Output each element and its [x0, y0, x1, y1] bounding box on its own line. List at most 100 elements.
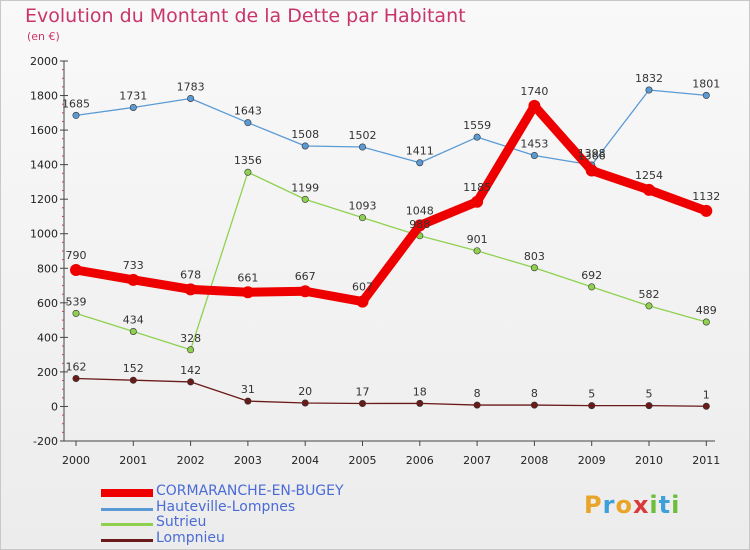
data-label: 733 — [123, 259, 144, 272]
series-line-lompnieu — [75, 377, 707, 407]
series-line-sutrieu — [75, 171, 707, 351]
data-label: 162 — [66, 360, 87, 373]
data-point — [187, 346, 195, 354]
data-label: 5 — [588, 388, 595, 401]
series-line-cormaranche-en-bugey — [71, 101, 711, 307]
data-point — [530, 264, 538, 272]
data-label: 1453 — [520, 137, 548, 150]
y-tick-label: 200 — [37, 366, 58, 379]
data-label: 988 — [409, 218, 430, 231]
y-tick-label: 1600 — [30, 124, 58, 137]
data-point — [244, 119, 252, 127]
chart-subtitle: (en €) — [27, 30, 60, 43]
data-point — [70, 264, 82, 276]
data-point — [129, 327, 137, 335]
y-tick-label: -200 — [33, 435, 58, 448]
legend-label: Sutrieu — [156, 514, 207, 530]
data-point — [301, 142, 309, 150]
data-point — [702, 91, 710, 99]
legend-swatch — [101, 489, 153, 497]
legend-label: Hauteville-Lompnes — [156, 498, 296, 515]
data-point — [244, 397, 252, 405]
data-point — [473, 401, 481, 409]
data-label: 1048 — [406, 204, 434, 217]
data-point — [528, 99, 541, 112]
data-point — [530, 401, 538, 409]
x-tick-label: 2008 — [520, 454, 548, 467]
legend-swatch — [101, 538, 153, 542]
data-label: 1 — [703, 388, 710, 401]
data-label: 607 — [352, 281, 373, 294]
y-tick-label: 1000 — [30, 228, 58, 241]
data-point — [244, 168, 252, 176]
data-point — [72, 309, 80, 317]
data-point — [416, 399, 424, 407]
data-label: 1801 — [692, 77, 720, 90]
logo-letter: i — [671, 491, 681, 519]
data-point — [588, 283, 596, 291]
data-label: 1185 — [463, 181, 491, 194]
data-point — [471, 195, 484, 208]
data-label: 8 — [474, 387, 481, 400]
data-point — [473, 133, 481, 141]
data-label: 667 — [295, 270, 316, 283]
data-label: 901 — [467, 233, 488, 246]
data-label: 661 — [237, 271, 258, 284]
data-label: 31 — [241, 383, 255, 396]
y-tick-label: 1800 — [30, 90, 58, 103]
y-tick-label: 0 — [51, 400, 58, 413]
data-label: 1559 — [463, 119, 491, 132]
logo-letter: x — [632, 491, 650, 519]
data-label: 1132 — [692, 190, 720, 203]
data-point — [72, 374, 80, 382]
data-point — [530, 151, 538, 159]
x-tick-label: 2005 — [349, 454, 377, 467]
data-point — [702, 402, 710, 410]
data-label: 1356 — [234, 154, 262, 167]
data-label: 8 — [531, 387, 538, 400]
data-label: 539 — [66, 295, 87, 308]
series-layer — [70, 86, 713, 410]
data-label: 1508 — [291, 128, 319, 141]
data-point — [184, 283, 197, 296]
legend-label: CORMARANCHE-EN-BUGEY — [156, 483, 344, 499]
series-line-hauteville-lompnes — [75, 89, 707, 166]
data-point — [127, 273, 140, 286]
y-tick-label: 2000 — [30, 55, 58, 68]
legend-swatch — [101, 523, 153, 526]
data-label: 328 — [180, 332, 201, 345]
data-label: 5 — [646, 388, 653, 401]
x-tick-label: 2004 — [291, 454, 319, 467]
x-tick-label: 2009 — [578, 454, 606, 467]
data-label: 1398 — [578, 147, 606, 160]
data-label: 18 — [413, 385, 427, 398]
y-tick-label: 400 — [37, 331, 58, 344]
x-tick-label: 2002 — [177, 454, 205, 467]
data-label: 678 — [180, 268, 201, 281]
x-tick-label: 2001 — [119, 454, 147, 467]
data-point — [645, 402, 653, 410]
data-point — [645, 86, 653, 94]
data-label: 1643 — [234, 105, 262, 118]
data-label: 803 — [524, 250, 545, 263]
data-label: 1832 — [635, 72, 663, 85]
data-label: 1411 — [406, 145, 434, 158]
data-point — [299, 285, 312, 298]
x-tick-label: 2000 — [62, 454, 90, 467]
data-label: 1254 — [635, 169, 663, 182]
proxiti-logo: Proxiti — [584, 491, 680, 519]
x-tick-label: 2007 — [463, 454, 491, 467]
y-tick-label: 800 — [37, 262, 58, 275]
data-label: 692 — [581, 269, 602, 282]
data-label: 1685 — [62, 97, 90, 110]
data-point — [473, 247, 481, 255]
data-point — [301, 195, 309, 203]
logo-letter: P — [584, 491, 603, 519]
axes: -200 0 200 400 600 800 1000 1200 1400 1600 1800 200… — [30, 55, 720, 467]
data-point — [416, 159, 424, 167]
data-label: 1740 — [520, 85, 548, 98]
data-point — [358, 400, 366, 408]
data-point — [645, 302, 653, 310]
